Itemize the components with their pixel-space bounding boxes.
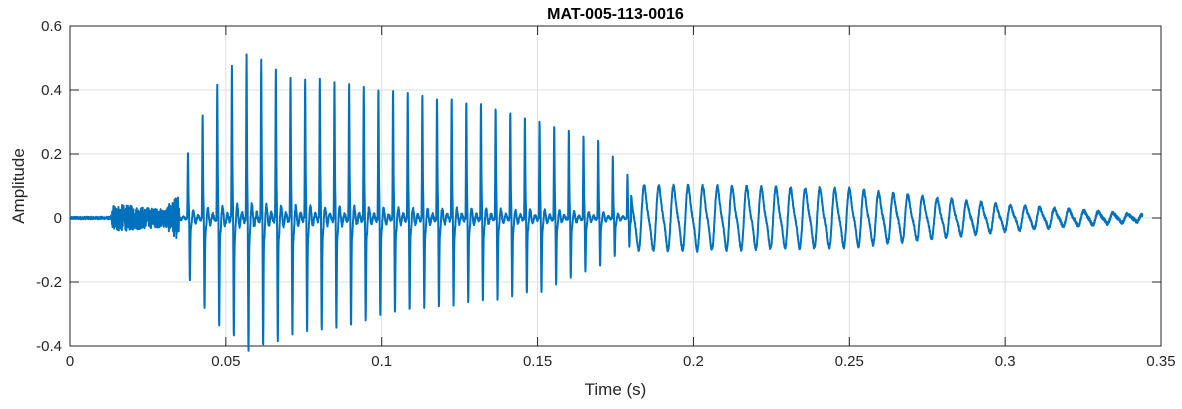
x-tick-label: 0.35 [1146,353,1175,370]
x-tick-label: 0.05 [211,353,240,370]
x-axis-label: Time (s) [585,380,647,399]
plot-area [69,25,1162,347]
y-tick-label: -0.2 [36,274,62,291]
series-line-amplitude [69,53,1144,352]
x-tick-label: 0.2 [683,353,704,370]
y-tick-labels: -0.4 -0.2 0 0.2 0.4 0.6 [36,18,62,355]
x-tick-labels: 0 0.05 0.1 0.15 0.2 0.25 0.3 0.35 [66,353,1176,370]
x-tick-label: 0.3 [995,353,1016,370]
x-tick-label: 0.1 [371,353,392,370]
y-tick-label: 0.6 [41,18,62,35]
y-tick-label: -0.4 [36,338,62,355]
tick-marks [69,25,1162,347]
y-axis-label: Amplitude [9,148,28,224]
y-tick-label: 0.4 [41,82,62,99]
y-tick-label: 0.2 [41,146,62,163]
chart-title: MAT-005-113-0016 [547,6,684,23]
x-tick-label: 0.15 [523,353,552,370]
y-tick-label: 0 [54,210,62,227]
x-tick-label: 0 [66,353,74,370]
x-tick-label: 0.25 [835,353,864,370]
